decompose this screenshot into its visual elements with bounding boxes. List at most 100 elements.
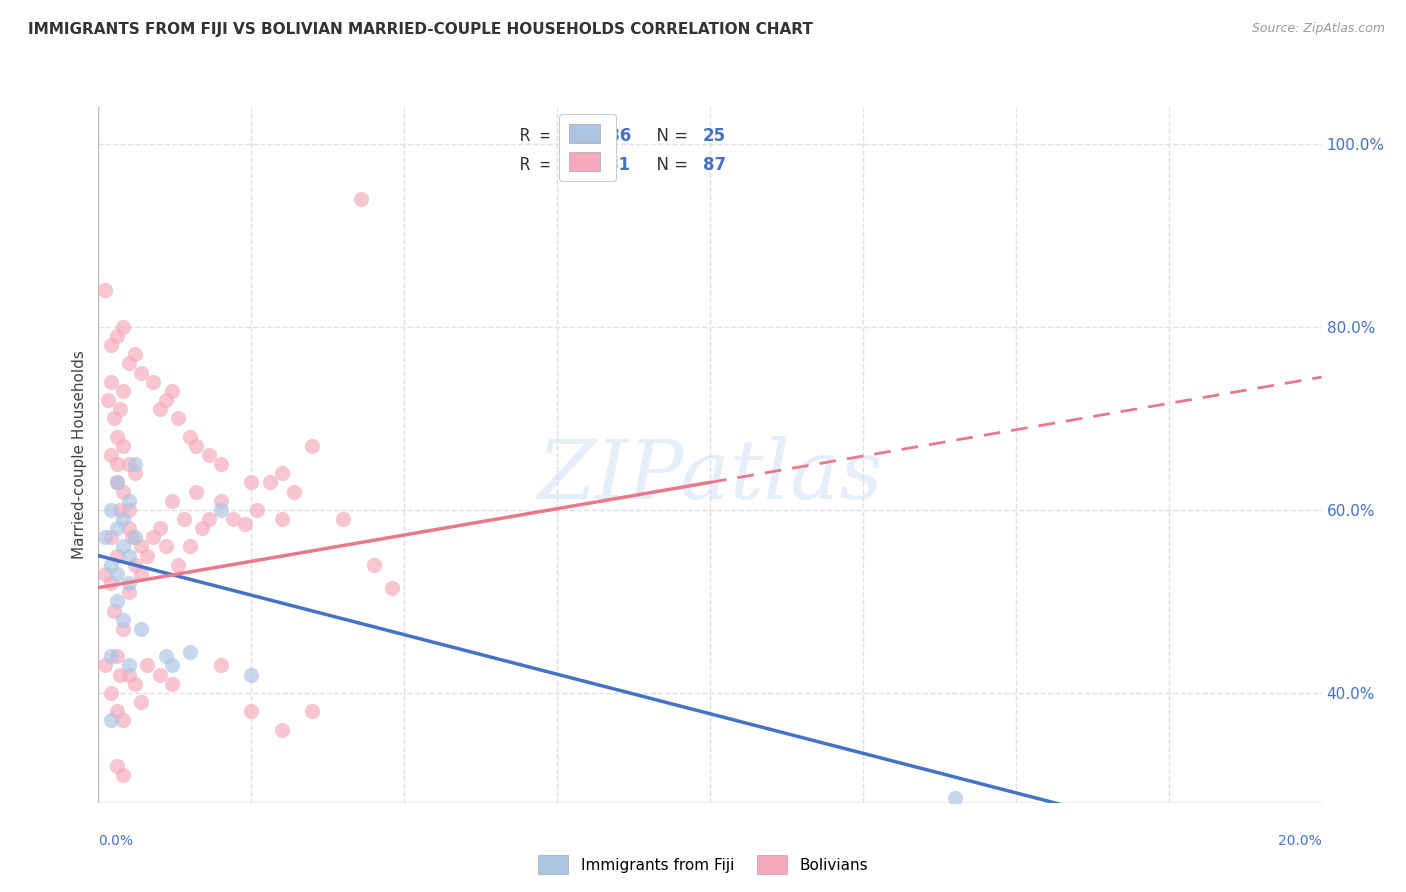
Point	[111, 768, 134, 782]
Point	[240, 667, 263, 681]
Point	[142, 375, 165, 389]
Point	[100, 714, 122, 728]
Point	[118, 658, 141, 673]
Point	[103, 411, 125, 425]
Point	[118, 521, 141, 535]
Point	[93, 658, 115, 673]
Text: 20.0%: 20.0%	[1278, 834, 1322, 848]
Point	[108, 667, 131, 681]
Point	[93, 283, 115, 297]
Point	[167, 558, 190, 572]
Point	[270, 512, 294, 526]
Point	[270, 467, 294, 481]
Point	[100, 686, 122, 700]
Point	[100, 576, 122, 591]
Point	[246, 503, 269, 517]
Text: R =: R =	[520, 128, 561, 145]
Point	[240, 475, 263, 490]
Point	[100, 375, 122, 389]
Text: 25: 25	[703, 128, 725, 145]
Point	[233, 516, 256, 531]
Point	[111, 512, 134, 526]
Point	[100, 503, 122, 517]
Point	[108, 503, 131, 517]
Point	[105, 594, 128, 608]
Point	[209, 457, 232, 471]
Text: -0.586: -0.586	[572, 128, 631, 145]
Point	[301, 439, 323, 453]
Point	[124, 530, 146, 544]
Point	[129, 540, 152, 554]
Point	[111, 319, 134, 334]
Point	[155, 392, 177, 407]
Point	[105, 704, 128, 718]
Point	[124, 457, 146, 471]
Point	[118, 549, 141, 563]
Point	[167, 411, 190, 425]
Point	[93, 566, 115, 581]
Point	[105, 759, 128, 773]
Point	[943, 791, 966, 805]
Point	[105, 429, 128, 443]
Point	[124, 347, 146, 361]
Point	[136, 658, 159, 673]
Point	[142, 530, 165, 544]
Point	[301, 704, 323, 718]
Point	[97, 392, 120, 407]
Point	[118, 576, 141, 591]
Point	[100, 649, 122, 664]
Text: R =: R =	[520, 156, 561, 174]
Point	[270, 723, 294, 737]
Point	[149, 521, 172, 535]
Point	[100, 338, 122, 352]
Point	[111, 613, 134, 627]
Point	[186, 439, 208, 453]
Point	[160, 384, 183, 398]
Point	[173, 512, 195, 526]
Point	[118, 585, 141, 599]
Text: 0.0%: 0.0%	[98, 834, 134, 848]
Point	[179, 540, 201, 554]
Point	[105, 475, 128, 490]
Point	[105, 457, 128, 471]
Point	[124, 677, 146, 691]
Point	[155, 649, 177, 664]
Point	[111, 484, 134, 499]
Point	[191, 521, 214, 535]
Text: IMMIGRANTS FROM FIJI VS BOLIVIAN MARRIED-COUPLE HOUSEHOLDS CORRELATION CHART: IMMIGRANTS FROM FIJI VS BOLIVIAN MARRIED…	[28, 22, 813, 37]
Text: N =: N =	[647, 128, 693, 145]
Point	[118, 356, 141, 370]
Point	[129, 566, 152, 581]
Point	[111, 439, 134, 453]
Point	[179, 645, 201, 659]
Point	[283, 484, 305, 499]
Text: 87: 87	[703, 156, 725, 174]
Point	[160, 677, 183, 691]
Point	[111, 622, 134, 636]
Point	[160, 658, 183, 673]
Legend: , : ,	[560, 114, 616, 181]
Point	[105, 649, 128, 664]
Point	[100, 558, 122, 572]
Point	[118, 667, 141, 681]
Point	[118, 493, 141, 508]
Point	[129, 622, 152, 636]
Point	[149, 667, 172, 681]
Point	[363, 558, 385, 572]
Point	[197, 448, 219, 462]
Point	[118, 503, 141, 517]
Point	[108, 402, 131, 417]
Point	[111, 540, 134, 554]
Point	[121, 530, 143, 544]
Point	[381, 581, 404, 595]
Point	[111, 714, 134, 728]
Point	[105, 329, 128, 343]
Point	[100, 448, 122, 462]
Point	[129, 695, 152, 709]
Point	[209, 658, 232, 673]
Point	[136, 549, 159, 563]
Point	[118, 457, 141, 471]
Point	[105, 521, 128, 535]
Point	[111, 384, 134, 398]
Text: N =: N =	[647, 156, 693, 174]
